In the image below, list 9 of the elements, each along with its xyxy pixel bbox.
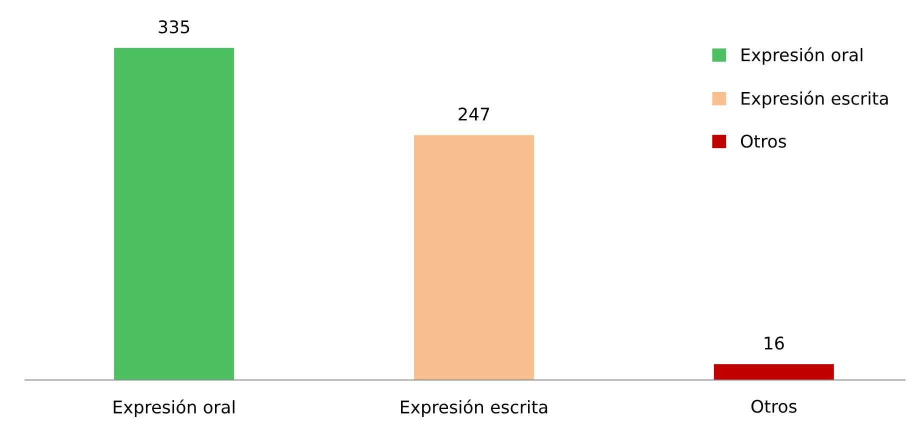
data-label: 335 [158,20,190,34]
x-tick-label: Expresión escrita [401,399,548,417]
data-label: 247 [458,108,490,120]
legend-label: Otros [740,134,786,148]
x-tick-label: Expresión oral [114,399,234,417]
legend-label: Expresión oral [742,47,862,65]
x-tick-label: Otros [751,400,797,413]
data-label: 16 [764,336,784,350]
legend-label: Expresión escrita [742,90,888,108]
